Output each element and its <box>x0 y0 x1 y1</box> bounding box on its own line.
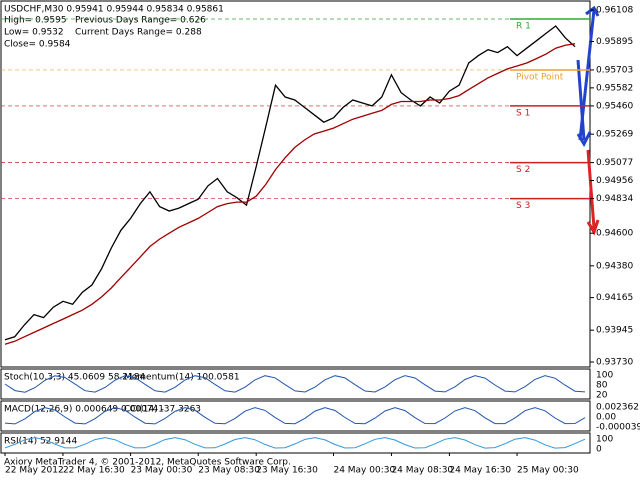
y-tick-label: 0.93730 <box>596 358 633 368</box>
indicator-wave <box>4 407 586 425</box>
level-label: S 2 <box>516 165 530 175</box>
y-tick-label: 0.95703 <box>596 65 633 75</box>
panel-axis-label: 0.002362 <box>596 403 639 413</box>
info-text: High= 0.9595 <box>4 16 67 26</box>
price-line <box>4 25 576 341</box>
indicator-wave <box>4 437 586 449</box>
panel-axis-label: 0 <box>596 445 602 455</box>
panel-axis-label: 80 <box>596 381 608 391</box>
y-tick-label: 0.95582 <box>596 83 633 93</box>
level-label: Pivot Point <box>516 72 564 82</box>
info-text: Current Days Range= 0.288 <box>75 28 202 38</box>
panel-title: MACD(12,26,9) 0.000649 0.000741 <box>4 405 164 415</box>
arrow-down <box>576 59 592 148</box>
price-line <box>4 43 576 345</box>
info-text: USDCHF,M30 0.95941 0.95944 0.95834 0.958… <box>4 5 224 15</box>
x-tick-label: 23 May 08:30 <box>198 466 260 476</box>
x-tick-label: 25 May 00:30 <box>517 466 579 476</box>
macd-frame <box>0 400 591 432</box>
y-tick-label: 0.95077 <box>596 158 633 168</box>
level-label: R 1 <box>516 22 531 32</box>
indicator-wave <box>4 375 586 393</box>
panel-axis-label: 100 <box>596 371 613 381</box>
y-tick-label: 0.94600 <box>596 229 633 239</box>
panel-title: Momentum(14) 100.0581 <box>124 373 240 383</box>
x-tick-label: 23 May 16:30 <box>256 466 318 476</box>
y-tick-label: 0.95460 <box>596 101 633 111</box>
panel-title: RSI(14) 52.9144 <box>4 437 77 447</box>
info-text: Close= 0.9584 <box>4 40 71 50</box>
panel-axis-label: 20 <box>596 391 608 401</box>
panel-axis-label: -0.000039 <box>596 423 640 433</box>
level-label: S 1 <box>516 108 530 118</box>
y-tick-label: 0.94834 <box>596 194 633 204</box>
footer: Axiory MetaTrader 4, © 2001-2012, MetaQu… <box>4 458 291 468</box>
y-tick-label: 0.94380 <box>596 261 633 271</box>
panel-axis-label: 0.00 <box>596 413 616 423</box>
x-tick-label: 22 May 16:30 <box>63 466 125 476</box>
panel-title: CCI(14) -37.3263 <box>124 405 201 415</box>
y-tick-label: 0.94956 <box>596 176 633 186</box>
y-tick-label: 0.93945 <box>596 326 633 336</box>
panel-title: Stoch(10,3,3) 45.0609 58.2184 <box>4 373 145 383</box>
info-text: Low= 0.9532 <box>4 28 64 38</box>
level-label: S 3 <box>516 201 530 211</box>
x-tick-label: 24 May 16:30 <box>449 466 511 476</box>
x-tick-label: 23 May 00:30 <box>131 466 193 476</box>
y-tick-label: 0.96108 <box>596 6 633 16</box>
y-tick-label: 0.94165 <box>596 293 633 303</box>
x-tick-label: 24 May 00:30 <box>333 466 395 476</box>
y-tick-label: 0.95895 <box>596 37 633 47</box>
stoch-frame <box>0 368 591 400</box>
info-text: Previous Days Range= 0.626 <box>75 16 206 26</box>
y-tick-label: 0.95269 <box>596 130 633 140</box>
x-tick-label: 24 May 08:30 <box>391 466 453 476</box>
rsi-frame <box>0 432 591 454</box>
x-tick-label: 22 May 2012 <box>5 466 64 476</box>
panel-axis-label: 100 <box>596 435 613 445</box>
